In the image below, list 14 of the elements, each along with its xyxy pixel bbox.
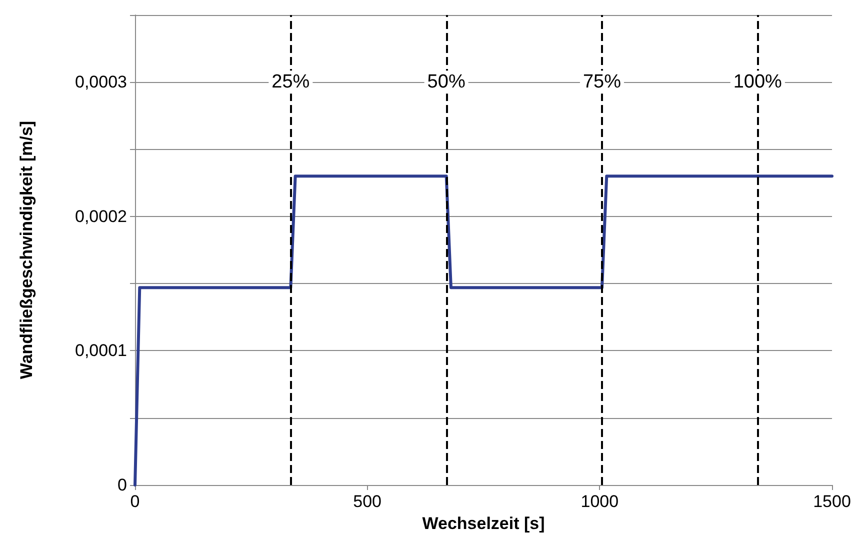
annotation: 25%: [272, 72, 310, 93]
x-tick-label: 1500: [813, 492, 851, 511]
x-tick-label: 1000: [580, 492, 619, 511]
x-tick-label: 0: [130, 492, 140, 511]
y-tick-label: 0,0003: [75, 72, 127, 92]
y-tick-label: 0,0002: [75, 206, 127, 226]
annotation: 100%: [733, 72, 782, 93]
y-tick-label: 0: [118, 476, 127, 494]
y-axis-title: Wandfließgeschwindigkeit [m/s]: [17, 120, 36, 380]
annotation: 75%: [582, 72, 622, 93]
x-tick-label: 500: [353, 492, 382, 511]
annotation: 50%: [427, 72, 466, 93]
y-tick-label: 0,0001: [75, 341, 127, 360]
x-axis-title: Wechselzeit [s]: [422, 514, 545, 533]
